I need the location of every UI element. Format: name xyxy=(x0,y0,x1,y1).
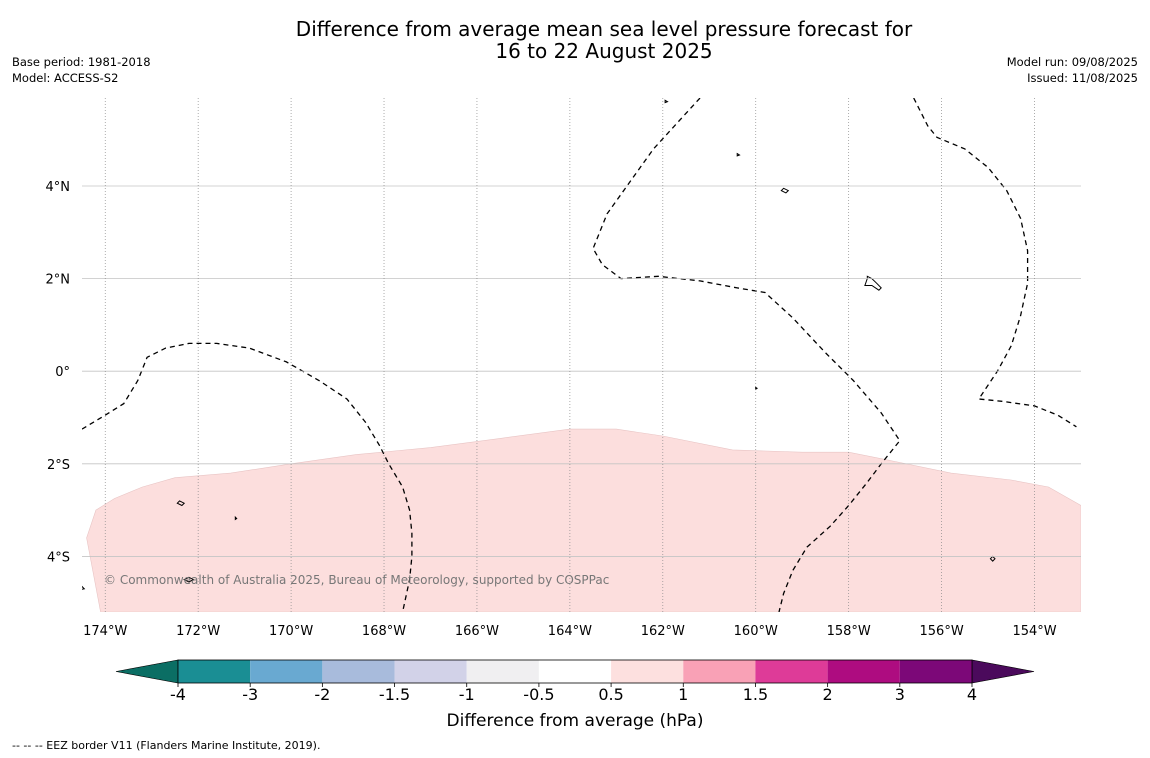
island-outline xyxy=(183,576,195,583)
latitude-tick-label: 4°S xyxy=(47,550,70,565)
title-line-1: Difference from average mean sea level p… xyxy=(295,17,913,41)
island-outline xyxy=(864,275,882,291)
longitude-tick-label: 162°W xyxy=(641,624,685,639)
colorbar-tick-label: 3 xyxy=(895,685,905,704)
colorbar-swatch xyxy=(611,660,684,683)
map-area xyxy=(82,98,1081,612)
longitude-tick-label: 156°W xyxy=(920,624,964,639)
colorbar-tick-label: 1.5 xyxy=(743,685,768,704)
copyright-notice: © Commonwealth of Australia 2025, Bureau… xyxy=(104,573,609,587)
colorbar-tick-label: -4 xyxy=(170,685,186,704)
colorbar-swatch xyxy=(394,660,467,683)
eez-border-line xyxy=(592,98,901,612)
longitude-tick-label: 170°W xyxy=(269,624,313,639)
base-period: Base period: 1981-2018 xyxy=(12,55,151,69)
colorbar-tick-label: -1 xyxy=(459,685,475,704)
model-name: Model: ACCESS-S2 xyxy=(12,71,119,85)
longitude-tick-label: 172°W xyxy=(176,624,220,639)
issued-date: Issued: 11/08/2025 xyxy=(1027,71,1138,85)
longitude-tick-label: 158°W xyxy=(827,624,871,639)
colorbar-swatch xyxy=(899,660,972,683)
run-info: Model run: 09/08/2025 Issued: 11/08/2025 xyxy=(1007,54,1138,86)
colorbar-tick-label: 4 xyxy=(967,685,977,704)
colorbar-tick-label: 2 xyxy=(823,685,833,704)
island-outline xyxy=(664,99,669,104)
model-run: Model run: 09/08/2025 xyxy=(1006,55,1138,69)
colorbar-frame xyxy=(177,659,973,684)
colorbar-swatch xyxy=(827,660,900,683)
colorbar-tick-label: -0.5 xyxy=(523,685,554,704)
latitude-tick-label: 0° xyxy=(55,365,70,380)
model-info: Base period: 1981-2018 Model: ACCESS-S2 xyxy=(12,54,151,86)
colorbar-tick-label: -2 xyxy=(314,685,330,704)
colorbar-swatch xyxy=(322,660,395,683)
latitude-tick-label: 2°S xyxy=(47,458,70,473)
colorbar-tick-label: -1.5 xyxy=(379,685,410,704)
colorbar-tick-label: 0.5 xyxy=(598,685,623,704)
island-outline xyxy=(755,386,758,391)
latitude-tick-label: 2°N xyxy=(46,273,71,288)
colorbar-under-arrow xyxy=(115,659,179,684)
colorbar: -4 -3 -2 -1.5 -1 -0.5 0.5 1 1.5 2 3 4 xyxy=(115,659,1035,704)
title-line-2: 16 to 22 August 2025 xyxy=(495,39,713,63)
eez-footnote: -- -- -- EEZ border V11 (Flanders Marine… xyxy=(12,739,321,752)
colorbar-swatch xyxy=(683,660,756,683)
colorbar-swatch xyxy=(250,660,323,683)
colorbar-swatch xyxy=(755,660,828,683)
eez-border-line xyxy=(913,98,1077,428)
island-outline xyxy=(780,187,790,194)
latitude-tick-label: 4°N xyxy=(46,180,71,195)
chart-title: Difference from average mean sea level p… xyxy=(0,18,1150,62)
colorbar-swatch xyxy=(178,660,251,683)
island-outline xyxy=(989,555,996,562)
colorbar-tick-label: -3 xyxy=(242,685,258,704)
longitude-tick-label: 166°W xyxy=(455,624,499,639)
longitude-tick-label: 160°W xyxy=(734,624,778,639)
longitude-tick-label: 164°W xyxy=(548,624,592,639)
colorbar-over-arrow xyxy=(971,659,1035,684)
anomaly-region-positive xyxy=(86,428,1081,612)
colorbar-swatch xyxy=(538,660,612,683)
island-outline xyxy=(176,500,186,507)
island-outline xyxy=(736,152,741,157)
eez-border-line xyxy=(82,342,413,612)
map-graticule xyxy=(82,98,1081,612)
colorbar-label: Difference from average (hPa) xyxy=(447,711,704,731)
longitude-tick-label: 168°W xyxy=(362,624,406,639)
longitude-tick-label: 154°W xyxy=(1012,624,1056,639)
colorbar-swatch xyxy=(466,660,539,683)
longitude-tick-label: 174°W xyxy=(83,624,127,639)
map-tick-labels: 4°N 2°N 0° 2°S 4°S 174°W 172°W 170°W 168°W 166°W 1… xyxy=(46,180,1057,639)
island-outline xyxy=(82,585,86,590)
island-outline xyxy=(234,515,238,521)
colorbar-tick-label: 1 xyxy=(678,685,688,704)
